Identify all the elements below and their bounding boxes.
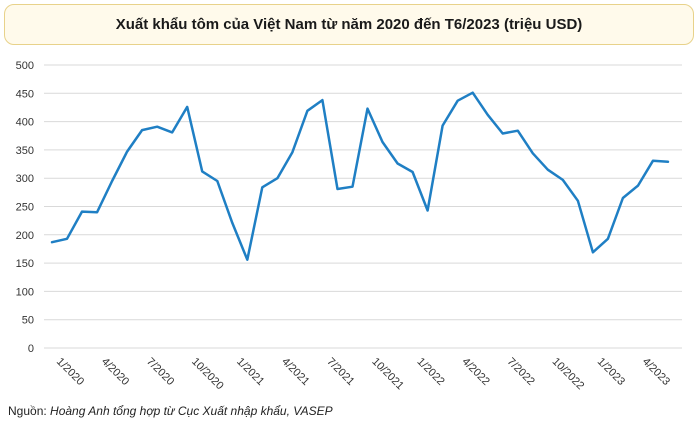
x-tick-label: 1/2023 — [595, 356, 627, 388]
y-axis-ticks: 0 50 100 150 200 250 300 350 400 450 500 — [16, 60, 34, 355]
y-tick-label: 350 — [16, 145, 34, 157]
x-axis-ticks: 1/2020 4/2020 7/2020 10/2020 1/2021 4/2021 7/2… — [54, 356, 672, 393]
x-tick-label: 7/2020 — [144, 356, 176, 388]
x-tick-label: 1/2021 — [234, 356, 266, 388]
x-tick-label: 1/2022 — [414, 356, 446, 388]
x-tick-label: 4/2020 — [99, 356, 131, 388]
x-tick-label: 10/2022 — [550, 356, 587, 393]
x-tick-label: 7/2021 — [324, 356, 356, 388]
y-tick-label: 0 — [28, 343, 34, 355]
y-tick-label: 100 — [16, 286, 34, 298]
y-tick-label: 300 — [16, 173, 34, 185]
chart-title-box: Xuất khẩu tôm của Việt Nam từ năm 2020 đ… — [4, 4, 694, 45]
y-tick-label: 50 — [22, 315, 34, 327]
chart-title: Xuất khẩu tôm của Việt Nam từ năm 2020 đ… — [115, 16, 583, 33]
y-tick-label: 150 — [16, 258, 34, 270]
x-tick-label: 4/2022 — [460, 356, 492, 388]
source-text: Hoàng Anh tổng hợp từ Cục Xuất nhập khẩu… — [50, 404, 333, 418]
series-line-group — [50, 91, 670, 261]
grid-lines — [44, 64, 682, 349]
x-tick-label: 4/2023 — [640, 356, 672, 388]
x-tick-label: 4/2021 — [279, 356, 311, 388]
x-tick-label: 10/2021 — [369, 356, 406, 393]
series-line — [50, 91, 670, 261]
y-tick-label: 200 — [16, 230, 34, 242]
y-tick-label: 500 — [16, 60, 34, 72]
x-tick-label: 7/2022 — [505, 356, 537, 388]
x-tick-label: 10/2020 — [189, 356, 226, 393]
source-note: Nguồn: Hoàng Anh tổng hợp từ Cục Xuất nh… — [8, 404, 333, 418]
y-tick-label: 400 — [16, 117, 34, 129]
x-tick-label: 1/2020 — [54, 356, 86, 388]
line-chart: 0 50 100 150 200 250 300 350 400 450 500 1/2020 4/2… — [16, 60, 682, 393]
source-prefix: Nguồn: — [8, 404, 51, 418]
y-tick-label: 250 — [16, 202, 34, 214]
y-tick-label: 450 — [16, 88, 34, 100]
